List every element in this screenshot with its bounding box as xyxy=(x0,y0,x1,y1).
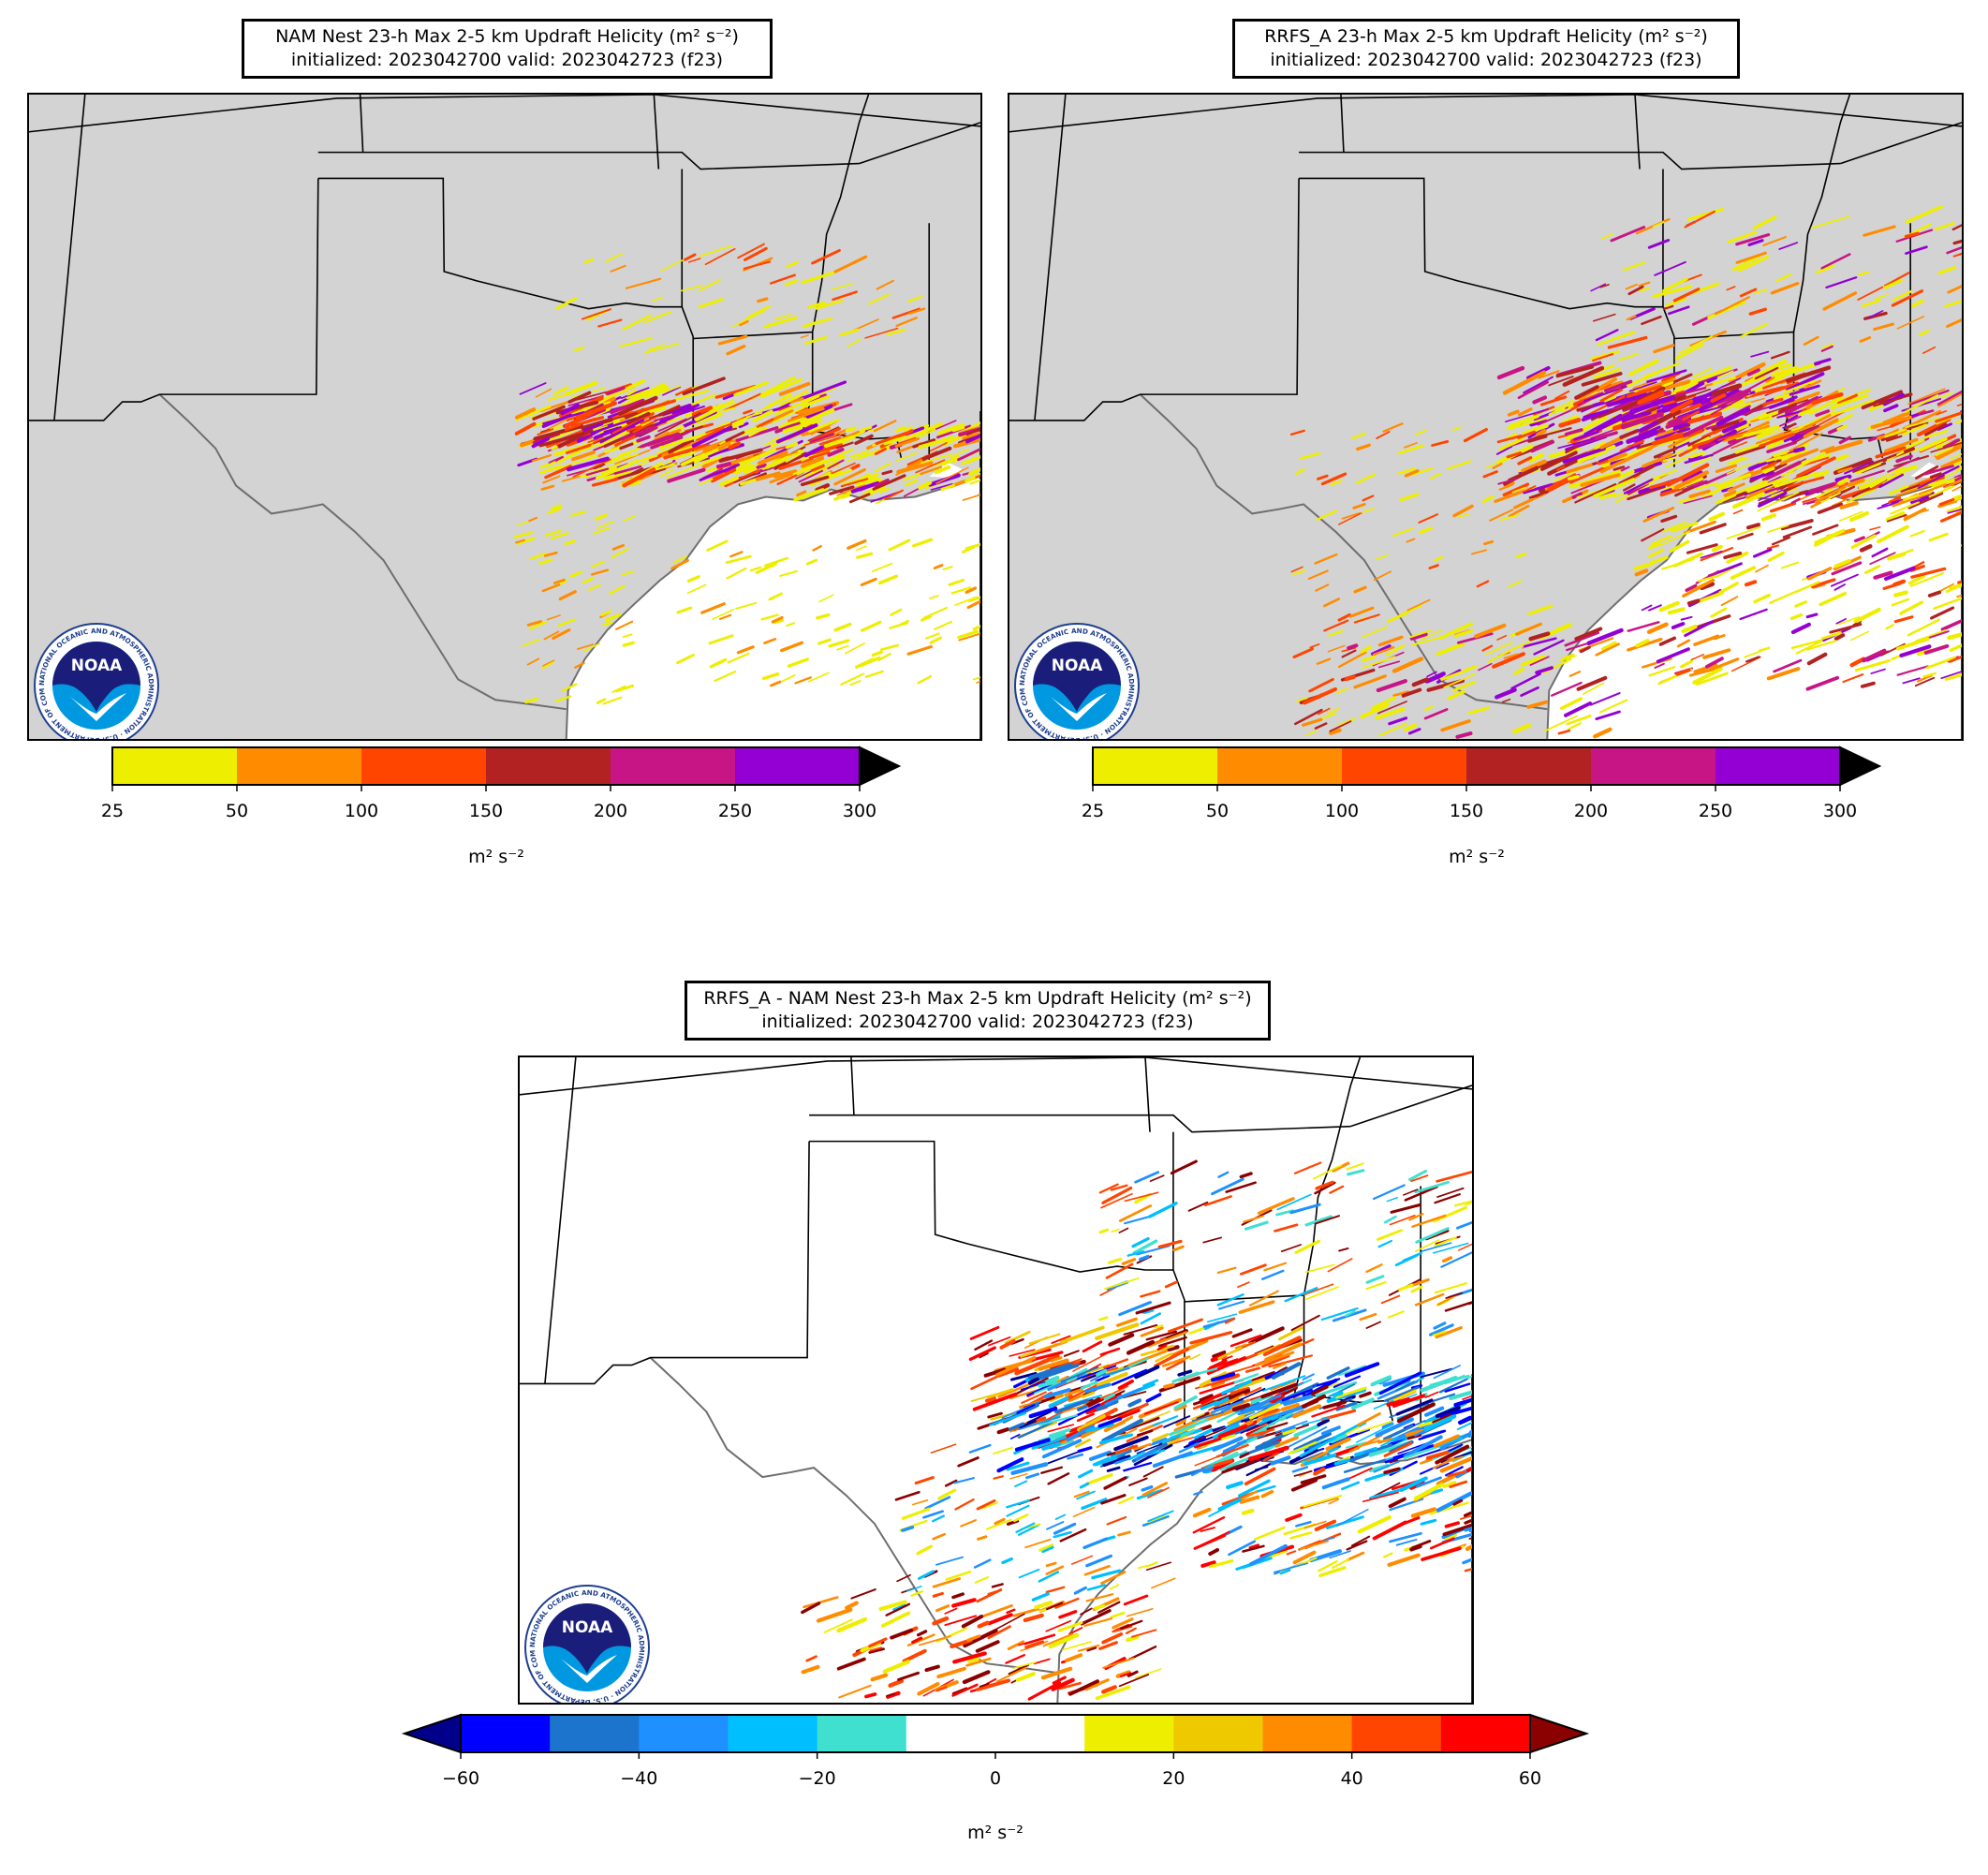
rrfs-colorbar-unit-label: m² s⁻² xyxy=(1449,847,1505,867)
colorbar-segment xyxy=(728,1715,818,1752)
colorbar-tick-label: 250 xyxy=(1699,801,1732,821)
nam-uh-field xyxy=(513,243,980,705)
colorbar-tick-label: 150 xyxy=(1450,801,1483,821)
nam-colorbar: 25 50 100 150 200 250 300 xyxy=(101,746,902,821)
diff-title-box: RRFS_A - NAM Nest 23-h Max 2-5 km Updraf… xyxy=(685,981,1271,1041)
diff-colorbar-unit-label: m² s⁻² xyxy=(967,1823,1023,1843)
colorbar-segment xyxy=(1440,1715,1531,1752)
nam-title-box: NAM Nest 23-h Max 2-5 km Updraft Helicit… xyxy=(242,19,773,79)
colorbar-tick-label: 25 xyxy=(101,801,124,821)
colorbar-segment xyxy=(361,747,487,785)
colorbar-segment xyxy=(1351,1715,1442,1752)
colorbar-tick-label: 200 xyxy=(594,801,627,821)
colorbar-extend-high xyxy=(1839,746,1882,787)
colorbar-tick-label: 40 xyxy=(1341,1768,1363,1789)
colorbar-segment xyxy=(1093,747,1218,785)
colorbar-tick-label: 60 xyxy=(1519,1768,1541,1789)
colorbar-tick-label: 300 xyxy=(843,801,876,821)
rrfs-map: NATIONAL OCEANIC AND ATMOSPHERIC ADMINIS… xyxy=(1008,93,1964,741)
diff-title-line1: RRFS_A - NAM Nest 23-h Max 2-5 km Updraf… xyxy=(703,988,1252,1009)
svg-text:NOAA: NOAA xyxy=(1052,657,1103,675)
noaa-logo: NATIONAL OCEANIC AND ATMOSPHERIC ADMINIS… xyxy=(33,622,160,739)
diff-uh-field xyxy=(801,1159,1472,1701)
colorbar-segment xyxy=(995,1715,1085,1752)
colorbar-segment xyxy=(611,747,736,785)
colorbar-segment xyxy=(112,747,238,785)
colorbar-segment xyxy=(461,1715,551,1752)
colorbar-tick-label: −60 xyxy=(442,1768,479,1789)
rrfs-title-line2: initialized: 2023042700 valid: 202304272… xyxy=(1270,50,1702,70)
colorbar-tick-label: 300 xyxy=(1823,801,1857,821)
rrfs-colorbar: 25 50 100 150 200 250 300 xyxy=(1082,746,1882,821)
colorbar-segment xyxy=(1173,1715,1263,1752)
colorbar-tick-label: −40 xyxy=(620,1768,657,1789)
colorbar-tick-label: 250 xyxy=(718,801,752,821)
noaa-logo: NATIONAL OCEANIC AND ATMOSPHERIC ADMINIS… xyxy=(1013,622,1141,739)
diff-colorbar: −60 −40 −20 0 20 40 60 xyxy=(401,1713,1590,1789)
rrfs-uh-field xyxy=(1289,205,1962,739)
colorbar-segment xyxy=(237,747,362,785)
colorbar-segment xyxy=(1716,747,1841,785)
colorbar-segment xyxy=(1466,747,1592,785)
colorbar-tick-label: 100 xyxy=(1325,801,1359,821)
noaa-logo: NATIONAL OCEANIC AND ATMOSPHERIC ADMINIS… xyxy=(523,1584,651,1703)
colorbar-segment xyxy=(1217,747,1343,785)
colorbar-tick-label: 150 xyxy=(469,801,503,821)
colorbar-segment xyxy=(639,1715,729,1752)
colorbar-segment xyxy=(1262,1715,1353,1752)
colorbar-tick-label: −20 xyxy=(799,1768,836,1789)
diff-map: NATIONAL OCEANIC AND ATMOSPHERIC ADMINIS… xyxy=(518,1056,1474,1705)
colorbar-tick-label: 100 xyxy=(345,801,378,821)
colorbar-segment xyxy=(1084,1715,1174,1752)
colorbar-segment xyxy=(735,747,861,785)
svg-text:NOAA: NOAA xyxy=(71,657,123,675)
colorbar-tick-label: 20 xyxy=(1162,1768,1185,1789)
colorbar-extend-high xyxy=(1529,1713,1590,1754)
rrfs-title-line1: RRFS_A 23-h Max 2-5 km Updraft Helicity … xyxy=(1264,26,1708,47)
colorbar-tick-label: 200 xyxy=(1574,801,1608,821)
colorbar-extend-high xyxy=(859,746,902,787)
diff-title-line2: initialized: 2023042700 valid: 202304272… xyxy=(761,1011,1194,1032)
colorbar-segment xyxy=(1591,747,1716,785)
colorbar-segment xyxy=(486,747,611,785)
colorbar-tick-label: 25 xyxy=(1082,801,1104,821)
colorbar-segment xyxy=(817,1715,907,1752)
colorbar-tick-label: 0 xyxy=(990,1768,1001,1789)
colorbar-segment xyxy=(550,1715,640,1752)
nam-colorbar-unit-label: m² s⁻² xyxy=(468,847,524,867)
colorbar-extend-low xyxy=(401,1713,462,1754)
rrfs-title-box: RRFS_A 23-h Max 2-5 km Updraft Helicity … xyxy=(1232,19,1740,79)
nam-title-line1: NAM Nest 23-h Max 2-5 km Updraft Helicit… xyxy=(275,26,739,47)
colorbar-segment xyxy=(906,1715,996,1752)
svg-text:NOAA: NOAA xyxy=(562,1618,613,1637)
nam-map: NATIONAL OCEANIC AND ATMOSPHERIC ADMINIS… xyxy=(27,93,982,741)
colorbar-tick-label: 50 xyxy=(1206,801,1229,821)
nam-title-line2: initialized: 2023042700 valid: 202304272… xyxy=(290,50,724,70)
colorbar-segment xyxy=(1342,747,1467,785)
colorbar-tick-label: 50 xyxy=(226,801,248,821)
